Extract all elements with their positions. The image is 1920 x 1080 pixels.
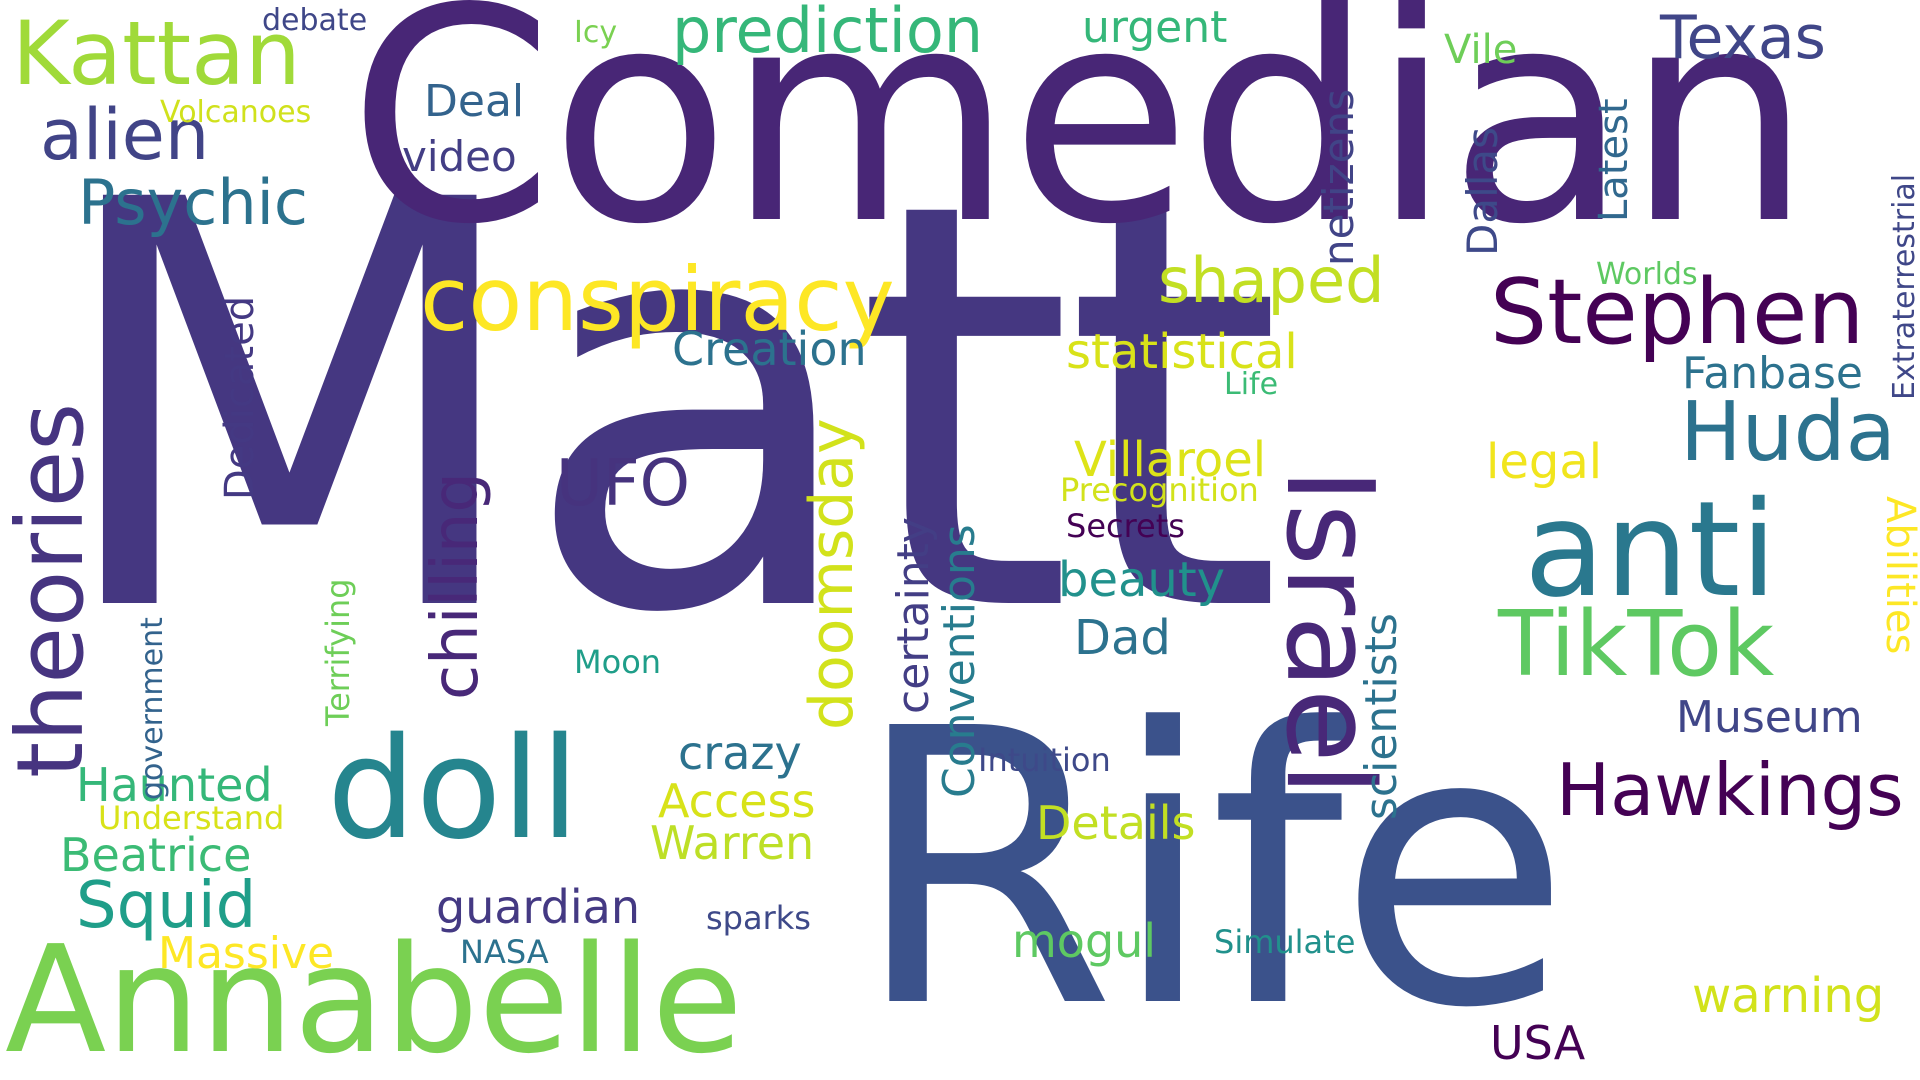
word-life: Life xyxy=(1224,367,1279,402)
word-urgent: urgent xyxy=(1082,2,1228,53)
word-dedicated: Dedicated xyxy=(217,295,263,500)
word-chilling: chilling xyxy=(419,471,493,700)
word-museum: Museum xyxy=(1676,692,1863,743)
word-volcanoes: Volcanoes xyxy=(160,95,312,130)
word-annabelle: Annabelle xyxy=(5,914,743,1080)
word-texas: Texas xyxy=(1660,3,1826,73)
word-details: Details xyxy=(1036,796,1196,850)
word-doomsday: doomsday xyxy=(797,418,867,730)
word-tiktok: TikTok xyxy=(1498,592,1775,697)
word-psychic: Psychic xyxy=(78,166,308,239)
word-precognition: Precognition xyxy=(1060,471,1259,509)
word-beatrice: Beatrice xyxy=(60,828,252,882)
word-statistical: statistical xyxy=(1066,324,1298,380)
word-huda: Huda xyxy=(1680,385,1896,480)
word-moon: Moon xyxy=(574,643,662,681)
word-government: government xyxy=(135,617,170,800)
word-intuition: Intuition xyxy=(978,741,1111,779)
word-usa: USA xyxy=(1490,1016,1586,1070)
word-fanbase: Fanbase xyxy=(1682,348,1864,399)
word-crazy: crazy xyxy=(678,726,802,780)
word-alien: alien xyxy=(40,94,210,176)
word-prediction: prediction xyxy=(672,0,984,67)
word-dallas: Dallas xyxy=(1458,126,1507,256)
word-stephen: Stephen xyxy=(1490,260,1865,365)
word-mogul: mogul xyxy=(1012,914,1157,968)
word-theories: theories xyxy=(0,402,104,778)
word-conspiracy: conspiracy xyxy=(420,248,895,351)
word-dad: Dad xyxy=(1074,610,1171,666)
word-sparks: sparks xyxy=(706,899,811,937)
word-beauty: beauty xyxy=(1058,552,1226,608)
word-doll: doll xyxy=(327,708,580,871)
word-kattan: Kattan xyxy=(12,2,301,105)
word-latest: Latest xyxy=(1591,98,1637,222)
word-deal: Deal xyxy=(424,76,525,127)
word-certainty: certainty xyxy=(888,517,939,714)
word-massive: Massive xyxy=(158,928,335,979)
word-scientists: scientists xyxy=(1356,613,1407,820)
word-guardian: guardian xyxy=(436,880,640,934)
word-vile: Vile xyxy=(1444,27,1518,73)
word-hawkings: Hawkings xyxy=(1556,748,1904,832)
word-simulate: Simulate xyxy=(1214,923,1356,961)
word-icy: Icy xyxy=(574,15,618,50)
word-legal: legal xyxy=(1486,434,1603,490)
word-villaroel: Villaroel xyxy=(1074,432,1267,488)
word-video: video xyxy=(402,132,517,181)
word-creation: Creation xyxy=(672,322,867,376)
word-secrets: Secrets xyxy=(1066,507,1185,545)
word-abilities: Abilities xyxy=(1877,496,1920,655)
word-warren: Warren xyxy=(650,816,815,870)
word-warning: warning xyxy=(1692,968,1885,1024)
word-worlds: Worlds xyxy=(1596,257,1698,292)
word-anti: anti xyxy=(1524,473,1777,627)
word-debate: debate xyxy=(262,3,368,38)
word-haunted: Haunted xyxy=(76,758,273,812)
word-terrifying: Terrifying xyxy=(319,578,357,726)
word-understand: Understand xyxy=(98,799,285,837)
word-access: Access xyxy=(658,774,816,828)
word-conventions: Conventions xyxy=(934,524,985,798)
word-nasa: NASA xyxy=(460,933,549,971)
word-shaped: shaped xyxy=(1158,244,1385,317)
word-comedian: Comedian xyxy=(348,0,1812,289)
word-squid: Squid xyxy=(76,869,257,943)
word-rife: Rife xyxy=(852,648,1571,1080)
word-extraterrestrial: Extraterrestrial xyxy=(1887,173,1920,400)
word-ufo: UFO xyxy=(556,447,691,521)
word-netizens: netizens xyxy=(1314,89,1363,266)
word-matt: Matt xyxy=(48,84,1283,736)
